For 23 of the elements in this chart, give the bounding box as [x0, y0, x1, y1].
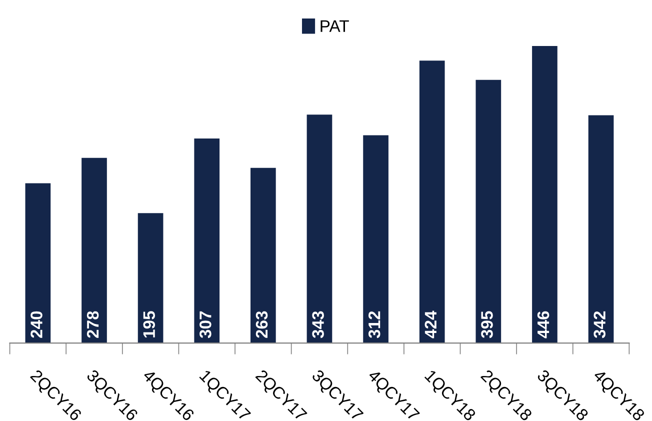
bar [363, 135, 388, 344]
data-label: 342 [594, 311, 606, 338]
data-label: 195 [143, 311, 156, 338]
data-label: 307 [200, 311, 212, 338]
bar [82, 158, 107, 344]
bar [25, 183, 51, 344]
bar [250, 168, 276, 344]
bar [476, 80, 502, 344]
legend-label: PAT [320, 20, 349, 32]
bar [194, 138, 220, 344]
bar [532, 46, 558, 344]
data-label: 312 [368, 311, 380, 338]
data-label: 446 [537, 311, 550, 338]
bar [138, 213, 164, 344]
data-label: 395 [481, 311, 493, 338]
data-label: 240 [30, 311, 42, 338]
bar [588, 115, 614, 344]
data-label: 343 [312, 311, 324, 338]
data-label: 263 [256, 311, 268, 338]
data-label: 424 [424, 310, 436, 338]
data-label: 278 [86, 311, 99, 338]
bar [306, 114, 332, 344]
bar [419, 60, 445, 344]
